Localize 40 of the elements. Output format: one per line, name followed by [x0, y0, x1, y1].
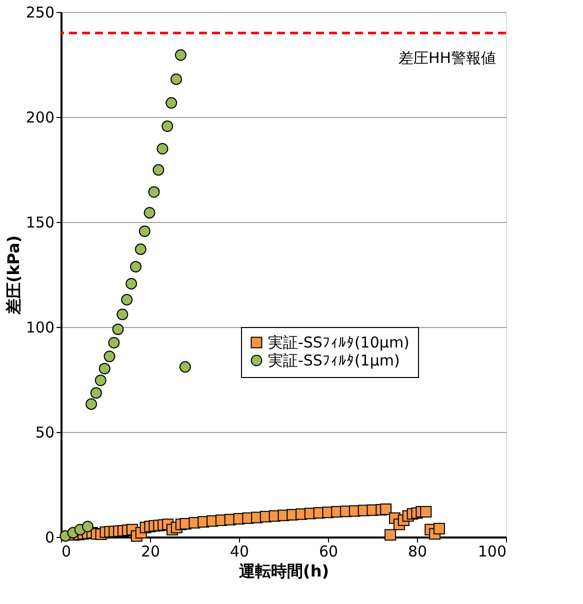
- point: [121, 294, 133, 306]
- ref-line-label: 差圧HH警報値: [398, 49, 496, 67]
- point: [174, 49, 186, 61]
- y-tick-label: 250: [26, 4, 54, 22]
- point: [82, 520, 94, 532]
- point: [152, 164, 164, 176]
- legend-label: 実証-SSﾌｨﾙﾀ(1μm): [268, 352, 400, 370]
- point: [126, 278, 138, 290]
- y-tick-label: 150: [26, 214, 54, 232]
- point: [156, 142, 168, 154]
- x-tick-label: 0: [62, 542, 72, 560]
- point: [116, 308, 128, 320]
- x-tick-label: 20: [140, 542, 160, 560]
- x-axis-title: 運転時間(h): [238, 562, 330, 580]
- point: [134, 244, 146, 256]
- x-tick-label: 100: [478, 542, 506, 560]
- legend-label: 実証-SSﾌｨﾙﾀ(10μm): [268, 334, 410, 352]
- point: [98, 362, 110, 374]
- point: [94, 374, 106, 386]
- y-tick-label: 200: [26, 108, 54, 126]
- y-axis-title: 差圧(kPa): [4, 235, 23, 316]
- point: [179, 361, 191, 373]
- point: [104, 350, 116, 362]
- x-tick-label: 60: [318, 542, 338, 560]
- y-tick-label: 100: [26, 318, 54, 336]
- point: [166, 97, 178, 109]
- point: [86, 398, 98, 410]
- point: [138, 226, 150, 237]
- point: [170, 73, 182, 85]
- x-tick-label: 40: [230, 542, 250, 560]
- point: [162, 120, 174, 132]
- point: [148, 186, 160, 198]
- x-tick-label: 80: [408, 542, 428, 560]
- y-tick-label: 0: [44, 528, 54, 546]
- point: [108, 337, 120, 348]
- point: [130, 260, 142, 272]
- point: [144, 207, 156, 218]
- point: [90, 387, 102, 399]
- y-tick-label: 50: [35, 424, 54, 442]
- point: [112, 324, 124, 336]
